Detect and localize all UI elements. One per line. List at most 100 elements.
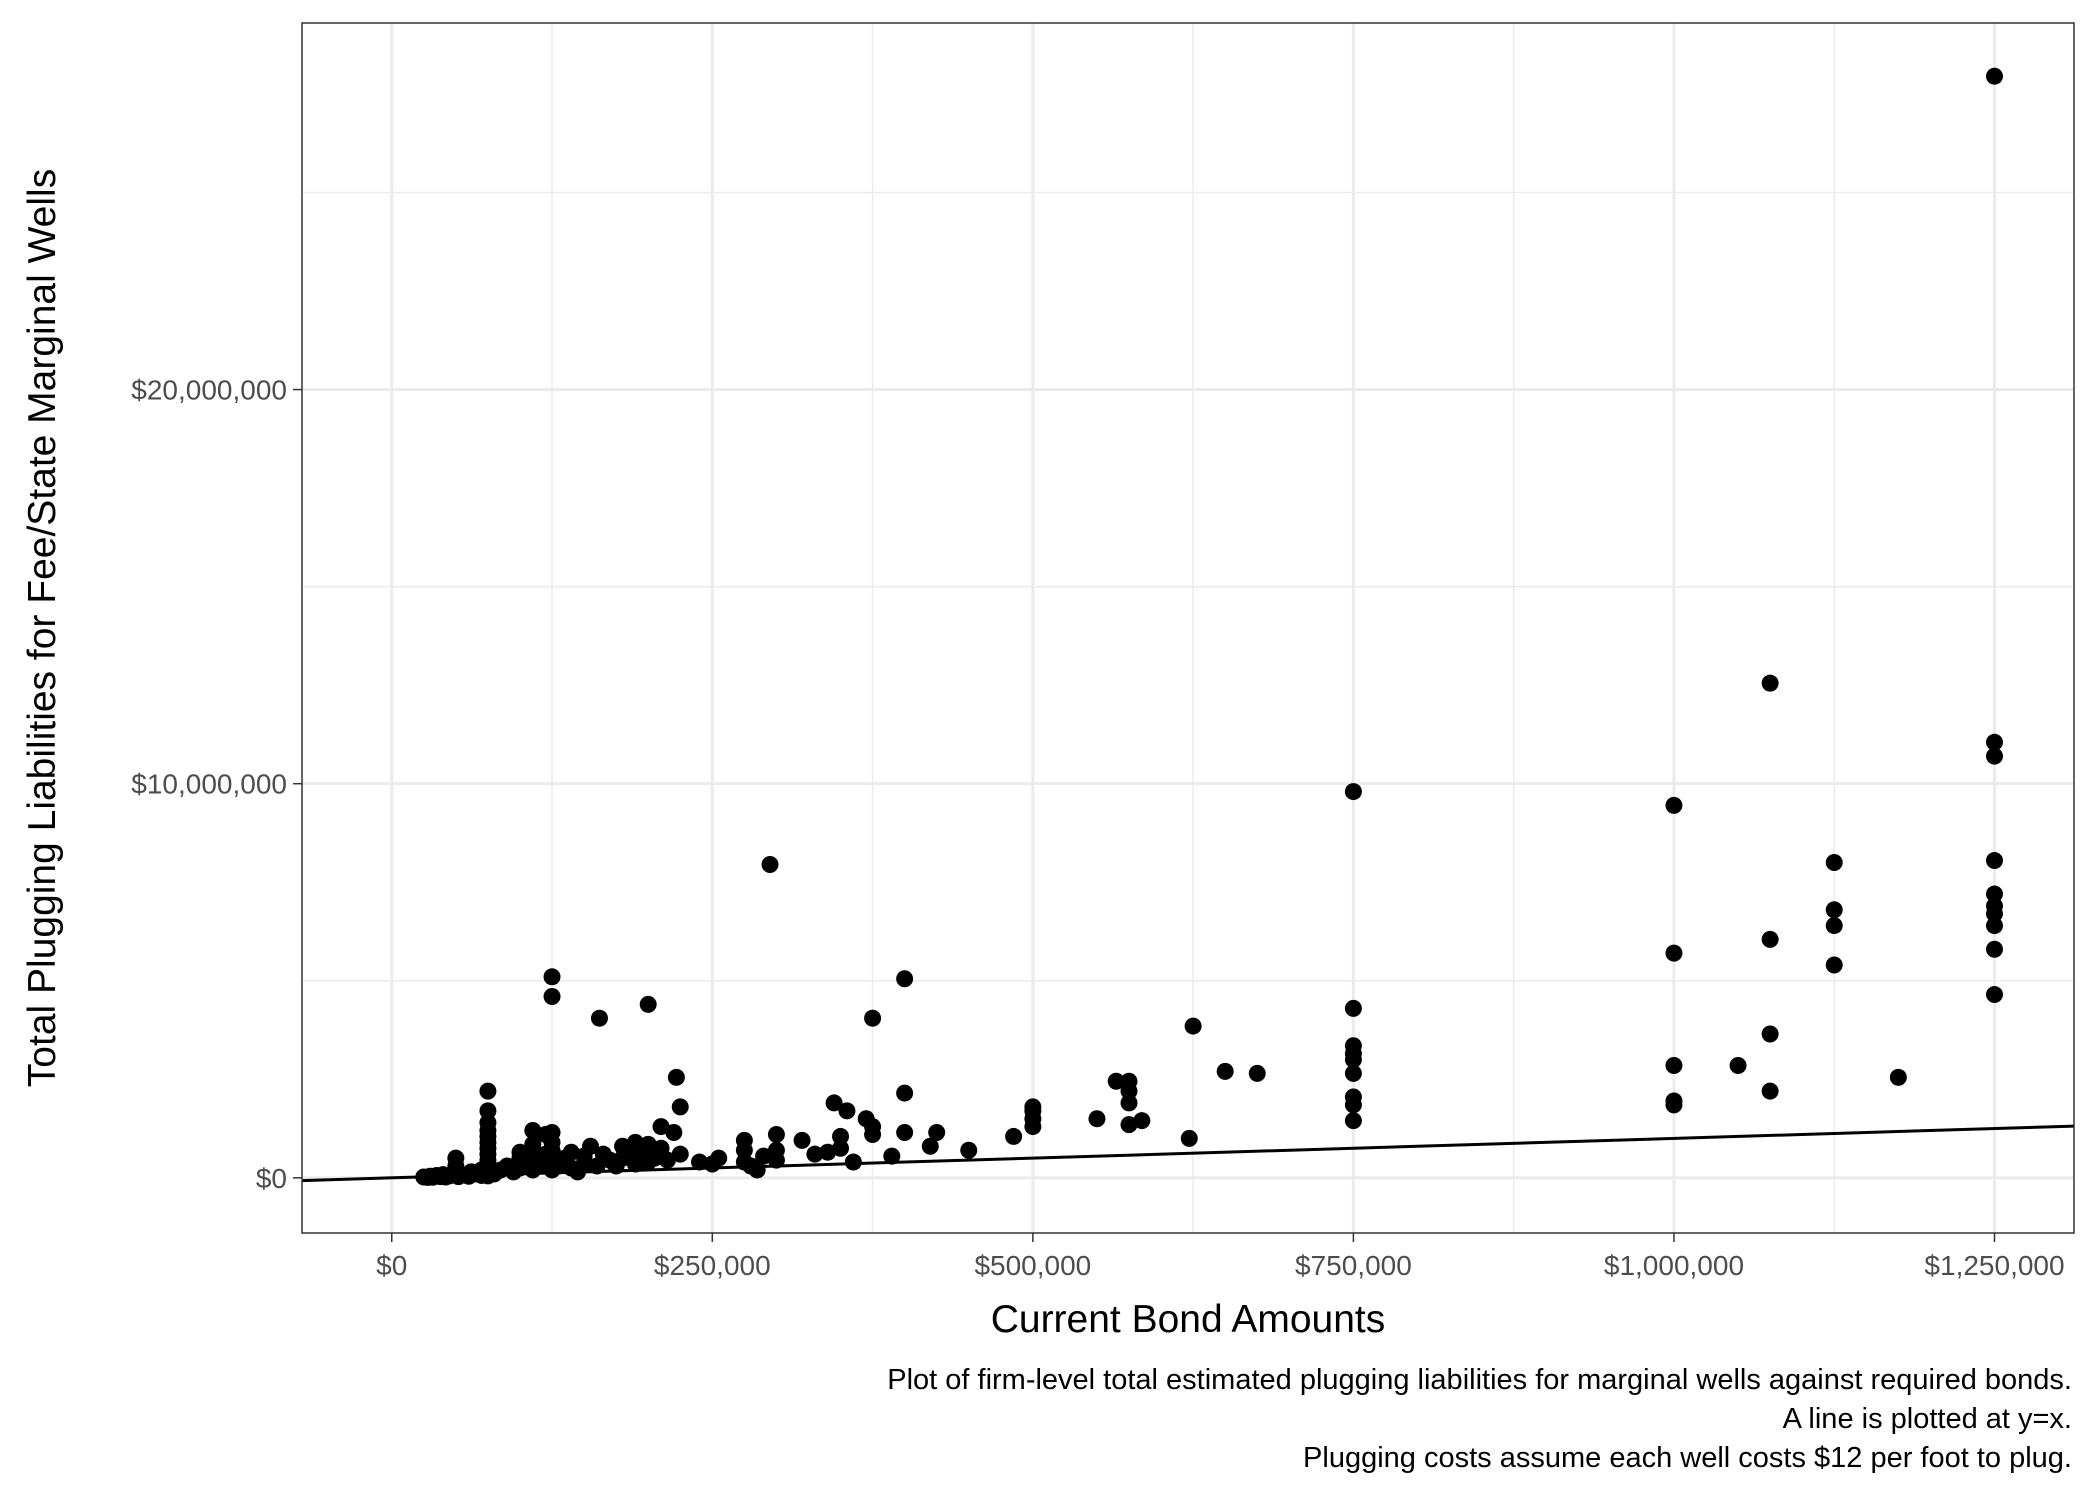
minor-gridlines (302, 23, 2074, 1233)
data-point (838, 1102, 856, 1120)
data-point (1180, 1129, 1198, 1147)
data-point (1120, 1094, 1138, 1112)
data-point (1665, 1092, 1683, 1110)
data-point (1825, 956, 1843, 974)
data-point (1107, 1072, 1125, 1090)
data-point (819, 1143, 837, 1161)
data-point (1986, 852, 2004, 870)
data-point (562, 1143, 580, 1161)
data-point (1344, 1037, 1362, 1055)
data-point (921, 1137, 939, 1155)
data-point (1825, 854, 1843, 872)
data-point (590, 1009, 608, 1027)
data-point (626, 1155, 644, 1173)
data-point (1665, 944, 1683, 962)
x-tick-label: $1,250,000 (1924, 1250, 2064, 1281)
data-point (1248, 1064, 1266, 1082)
data-point (1986, 986, 2004, 1004)
data-point (1120, 1072, 1138, 1090)
data-point (1344, 999, 1362, 1017)
data-point (1665, 1056, 1683, 1074)
data-point (1184, 1017, 1202, 1035)
data-point (735, 1131, 753, 1149)
data-point (1986, 917, 2004, 935)
data-point (832, 1139, 850, 1157)
data-point (1088, 1110, 1106, 1128)
data-point (832, 1127, 850, 1145)
y-tick-label: $0 (256, 1163, 287, 1194)
data-point (524, 1135, 542, 1153)
y-axis-ticks: $0 $10,000,000 $20,000,000 (131, 375, 302, 1194)
caption-line-2: A line is plotted at y=x. (1783, 1403, 2072, 1435)
data-point (1889, 1068, 1907, 1086)
data-point (1729, 1056, 1747, 1074)
data-point (767, 1125, 785, 1143)
data-point (1986, 747, 2004, 765)
data-point (896, 970, 914, 988)
y-tick-label: $10,000,000 (131, 769, 287, 800)
caption-line-1: Plot of firm-level total estimated plugg… (887, 1364, 2072, 1396)
data-point (447, 1149, 465, 1167)
data-point (1761, 1082, 1779, 1100)
data-point (1986, 67, 2004, 85)
data-point (1825, 901, 1843, 919)
data-point (671, 1098, 689, 1116)
data-point (543, 988, 561, 1006)
x-axis-ticks: $0 $250,000 $500,000 $750,000 $1,000,000 $1,2… (376, 1233, 2065, 1281)
data-point (690, 1153, 708, 1171)
x-tick-label: $0 (376, 1250, 407, 1281)
data-point (896, 1123, 914, 1141)
data-point (639, 1135, 657, 1153)
data-point (761, 855, 779, 873)
data-point (524, 1122, 542, 1140)
data-point (755, 1147, 773, 1165)
data-points (415, 67, 2004, 1186)
data-point (639, 995, 657, 1013)
data-point (581, 1137, 599, 1155)
data-point (767, 1141, 785, 1159)
data-point (479, 1102, 497, 1120)
data-point (864, 1009, 882, 1027)
data-point (1005, 1127, 1023, 1145)
data-point (864, 1118, 882, 1136)
x-axis-title: Current Bond Amounts (991, 1298, 1386, 1341)
data-point (479, 1114, 497, 1132)
data-point (1120, 1116, 1138, 1134)
data-point (844, 1153, 862, 1171)
data-point (1986, 733, 2004, 751)
data-point (793, 1131, 811, 1149)
data-point (1344, 1088, 1362, 1106)
data-point (1986, 897, 2004, 915)
data-point (1344, 783, 1362, 801)
major-gridlines (302, 23, 2074, 1233)
data-point (665, 1123, 683, 1141)
data-point (825, 1094, 843, 1112)
x-tick-label: $500,000 (974, 1250, 1091, 1281)
data-point (1761, 930, 1779, 948)
data-point (1986, 885, 2004, 903)
plot-panel (302, 23, 2074, 1233)
data-point (1986, 940, 2004, 958)
data-point (1024, 1098, 1042, 1116)
x-tick-label: $750,000 (1295, 1250, 1412, 1281)
data-point (1344, 1064, 1362, 1082)
data-point (883, 1147, 901, 1165)
data-point (748, 1161, 766, 1179)
data-point (960, 1141, 978, 1159)
y-axis-title: Total Plugging Liabilities for Fee/State… (21, 169, 64, 1087)
data-point (658, 1151, 676, 1169)
data-point (710, 1149, 728, 1167)
data-point (667, 1068, 685, 1086)
data-point (1216, 1062, 1234, 1080)
y-tick-label: $20,000,000 (131, 375, 287, 406)
data-point (1825, 917, 1843, 935)
data-point (543, 968, 561, 986)
data-point (806, 1145, 824, 1163)
plot-panel-border (301, 22, 2075, 1234)
data-point (896, 1084, 914, 1102)
data-point (1133, 1112, 1151, 1130)
data-point (928, 1123, 946, 1141)
x-tick-label: $1,000,000 (1604, 1250, 1744, 1281)
